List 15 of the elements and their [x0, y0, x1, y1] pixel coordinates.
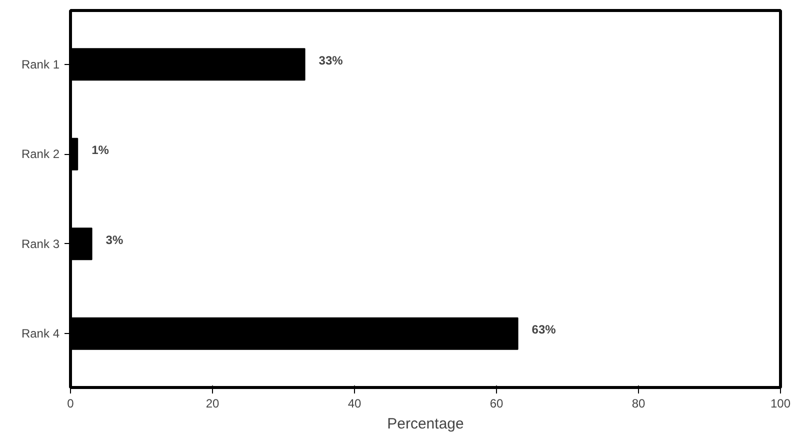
x-tick-label: 40 [348, 396, 362, 410]
x-axis-title: Percentage [387, 416, 464, 432]
y-tick-label: Rank 3 [21, 236, 60, 251]
x-tick-label: 100 [770, 396, 791, 410]
y-tick-label: Rank 1 [21, 57, 60, 72]
data-label: 1% [92, 143, 110, 158]
data-label: 63% [532, 322, 556, 337]
x-tick-label: 20 [206, 396, 220, 410]
data-label: 33% [318, 53, 344, 68]
x-tick-label: 80 [632, 396, 646, 410]
data-label: 3% [106, 232, 124, 247]
x-tick-label: 60 [490, 396, 504, 410]
x-tick-label: 0 [67, 396, 74, 410]
y-tick-label: Rank 4 [21, 326, 60, 341]
y-tick-label: Rank 2 [21, 147, 60, 162]
